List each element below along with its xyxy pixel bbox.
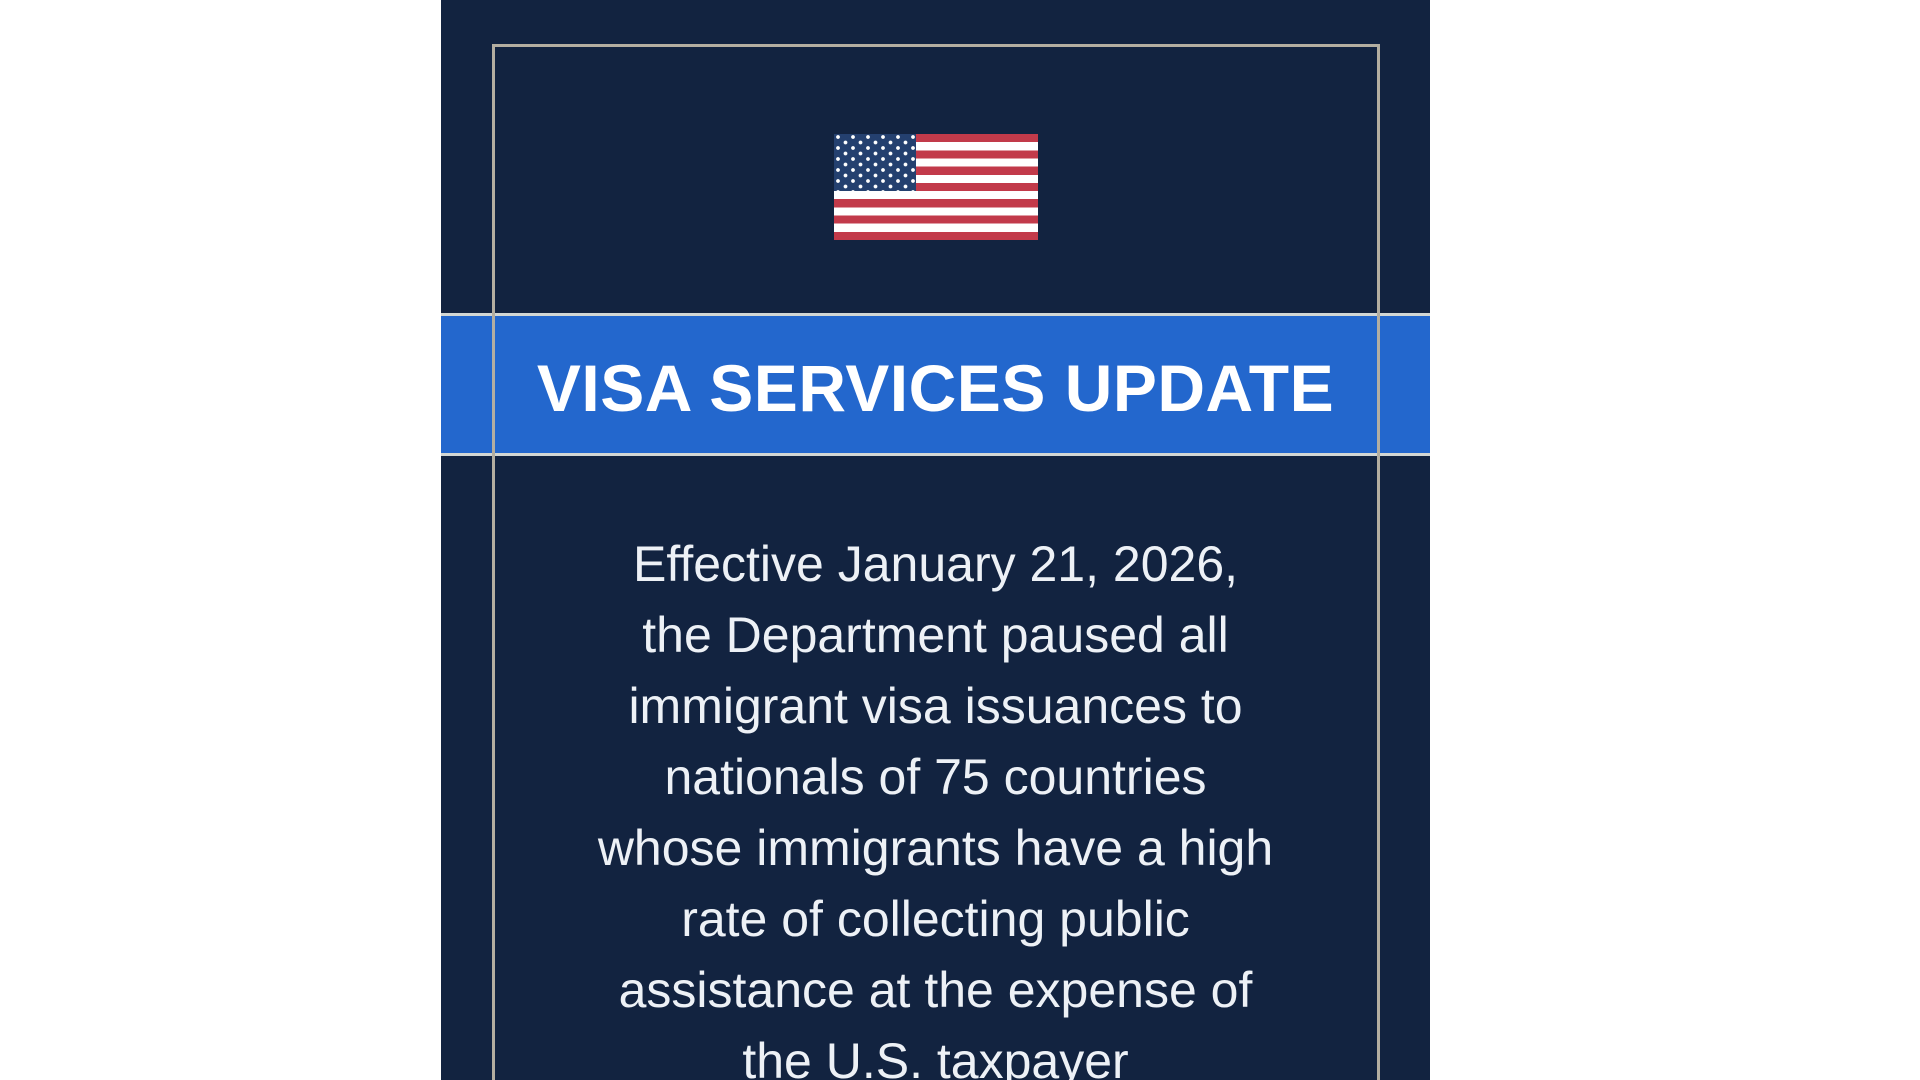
body-line: nationals of 75 countries [664, 749, 1207, 805]
body-line: the Department paused all [642, 607, 1229, 663]
body-line: whose immigrants have a high [597, 820, 1274, 876]
us-flag-icon [833, 134, 1038, 240]
body-line: Effective January 21, 2026, [632, 536, 1239, 592]
title-banner: VISA SERVICES UPDATE [441, 313, 1430, 456]
body-line: assistance at the expense of [618, 962, 1253, 1018]
flag-canton-stars [833, 134, 916, 191]
announcement-body: Effective January 21, 2026, the Departme… [441, 529, 1430, 1080]
body-line: immigrant visa issuances to [628, 678, 1243, 734]
body-line: rate of collecting public [681, 891, 1190, 947]
body-line: the U.S. taxpayer [742, 1033, 1129, 1080]
visa-update-card: VISA SERVICES UPDATE Effective January 2… [441, 0, 1430, 1080]
banner-title: VISA SERVICES UPDATE [536, 350, 1335, 425]
